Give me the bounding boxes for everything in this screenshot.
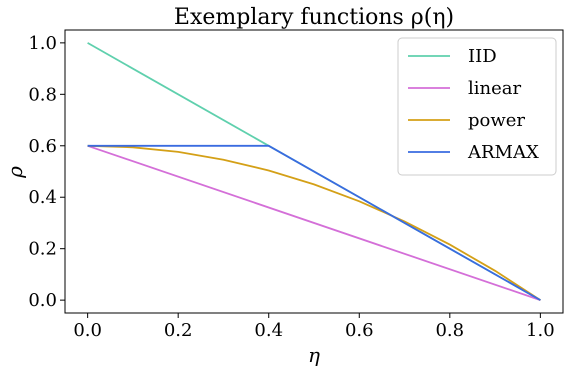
legend-label-power: power (468, 110, 525, 131)
legend: IID linear power ARMAX (397, 37, 557, 176)
x-tick-label: 0.6 (345, 320, 374, 341)
x-tick-label: 0.4 (254, 320, 283, 341)
y-tick-label: 0.4 (28, 187, 57, 208)
y-tick-label: 0.2 (28, 239, 57, 260)
series-line-armax (87, 144, 541, 301)
chart-title: Exemplary functions ρ(η) (174, 5, 454, 30)
x-axis-label: η (308, 343, 320, 367)
y-tick-label: 0.6 (28, 136, 57, 157)
axis-ticks: 0.0 0.2 0.4 0.6 0.8 1.0 0.0 0.2 0.4 0.6 0.8 1.0 (28, 33, 554, 341)
x-tick-label: 0.8 (435, 320, 464, 341)
y-axis-label: ρ (3, 166, 27, 179)
legend-label-iid: IID (468, 46, 497, 67)
legend-box (397, 37, 557, 176)
x-tick-label: 0.2 (164, 320, 193, 341)
x-tick-label: 0.0 (73, 320, 102, 341)
x-tick-label: 1.0 (526, 320, 555, 341)
legend-label-armax: ARMAX (467, 142, 539, 163)
y-tick-label: 0.0 (28, 290, 57, 311)
series-line-linear (87, 144, 541, 301)
plot-frame (64, 29, 564, 314)
plot-lines (87, 42, 541, 301)
y-tick-label: 0.8 (28, 84, 57, 105)
series-line-power (87, 144, 541, 301)
legend-label-linear: linear (468, 78, 521, 99)
y-tick-label: 1.0 (28, 33, 57, 54)
